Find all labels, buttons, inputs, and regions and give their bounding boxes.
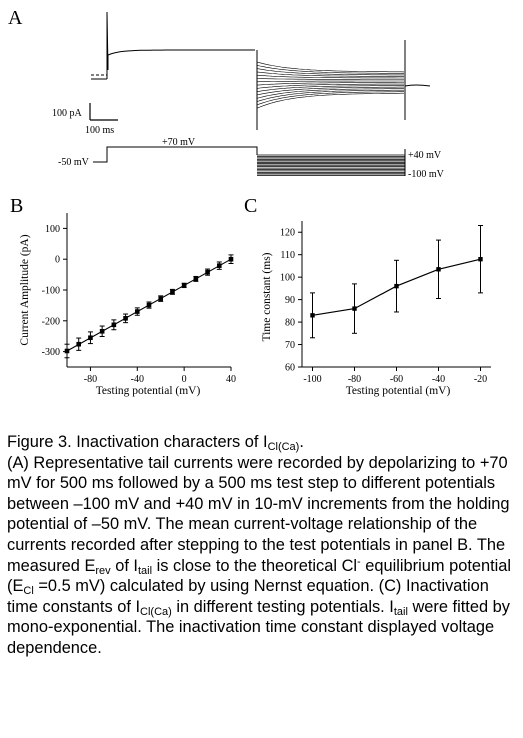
y-tick-label: -300 [42, 347, 60, 358]
y-tick-label: 90 [285, 295, 295, 306]
protocol-step-label: +70 mV [162, 137, 196, 148]
y-tick-label: 110 [280, 250, 295, 261]
y-tick-label: 120 [280, 228, 295, 239]
tail-trace [256, 68, 404, 76]
y-tick-label: 60 [285, 363, 295, 374]
tail-trace [256, 71, 404, 77]
chart-b-ylabel: Current Amplitude (pA) [19, 234, 31, 345]
caption-body: (A) Representative tail currents were re… [7, 453, 512, 657]
y-tick-label: 80 [285, 318, 295, 329]
tail-trace [256, 78, 404, 80]
x-tick-label: 40 [226, 374, 236, 385]
voltage-protocol [93, 146, 406, 176]
scale-current-label: 100 pA [52, 108, 83, 119]
x-tick-label: -80 [348, 374, 361, 385]
x-tick-label: -60 [390, 374, 403, 385]
tail-trace [256, 80, 404, 83]
y-tick-label: -100 [42, 286, 60, 297]
data-point [394, 283, 399, 289]
scale-bar: 100 pA 100 ms [52, 103, 118, 136]
figure-panels: A 100 pA 100 ms +70 mV -50 mV +40 mV -10… [8, 7, 491, 397]
tail-trace [256, 89, 404, 102]
tail-trace [256, 85, 404, 92]
protocol-line [93, 146, 258, 163]
data-point [170, 289, 175, 295]
data-point [193, 276, 199, 282]
data-point [134, 309, 140, 314]
data-point [436, 267, 441, 272]
panel-c-label: C [244, 195, 257, 217]
data-point [99, 328, 105, 334]
x-tick-label: -40 [131, 374, 144, 385]
caption-title: Figure 3. Inactivation characters of ICl… [7, 433, 304, 453]
data-point [181, 283, 187, 288]
protocol-bottom-label: -100 mV [408, 169, 445, 180]
data-point [146, 302, 152, 308]
data-point [123, 316, 128, 321]
tail-trace [256, 83, 404, 89]
data-point [111, 322, 117, 328]
current-traces [91, 11, 431, 130]
y-tick-label: 100 [45, 224, 60, 235]
data-point [216, 263, 222, 268]
x-tick-label: 0 [182, 374, 187, 385]
x-tick-label: -80 [84, 374, 97, 385]
y-tick-label: -200 [42, 316, 60, 327]
data-point [158, 296, 164, 301]
tail-trace [256, 74, 404, 79]
chart-c-ylabel: Time constant (ms) [261, 252, 273, 341]
scale-time-label: 100 ms [85, 125, 114, 136]
chart-c: 60 70 80 90 100 110 120 -100 -80 -60 -40 -20 [280, 221, 491, 385]
tail-trace [256, 92, 404, 109]
return-trace [404, 84, 431, 87]
x-tick-label: -40 [432, 374, 445, 385]
data-point [228, 256, 234, 262]
data-point [310, 313, 315, 318]
tail-trace [256, 61, 405, 73]
data-point [88, 335, 93, 341]
y-tick-label: 70 [285, 340, 295, 351]
data-point [352, 306, 357, 311]
tail-trace [256, 86, 404, 96]
protocol-hold-label: -50 mV [58, 157, 90, 168]
tail-trace [256, 65, 404, 74]
panel-b-label: B [10, 195, 23, 217]
x-tick-label: -20 [474, 374, 487, 385]
y-tick-label: 0 [55, 255, 60, 266]
figure-caption: Figure 3. Inactivation characters of ICl… [7, 432, 517, 659]
x-tick-label: -100 [303, 374, 321, 385]
tail-trace [256, 82, 404, 86]
data-point [478, 256, 483, 262]
data-point [64, 348, 70, 354]
chart-b-xlabel: Testing potential (mV) [96, 385, 201, 397]
chart-b: 100 0 -100 -200 -300 -80 -40 0 40 [42, 213, 236, 385]
y-tick-label: 100 [280, 273, 295, 284]
step-trace [106, 11, 255, 79]
protocol-top-label: +40 mV [408, 150, 442, 161]
tail-trace [256, 91, 404, 106]
tail-trace [256, 88, 405, 99]
data-point [205, 269, 210, 275]
panel-a-label: A [8, 7, 23, 29]
chart-c-xlabel: Testing potential (mV) [346, 385, 451, 397]
data-point [76, 341, 82, 347]
